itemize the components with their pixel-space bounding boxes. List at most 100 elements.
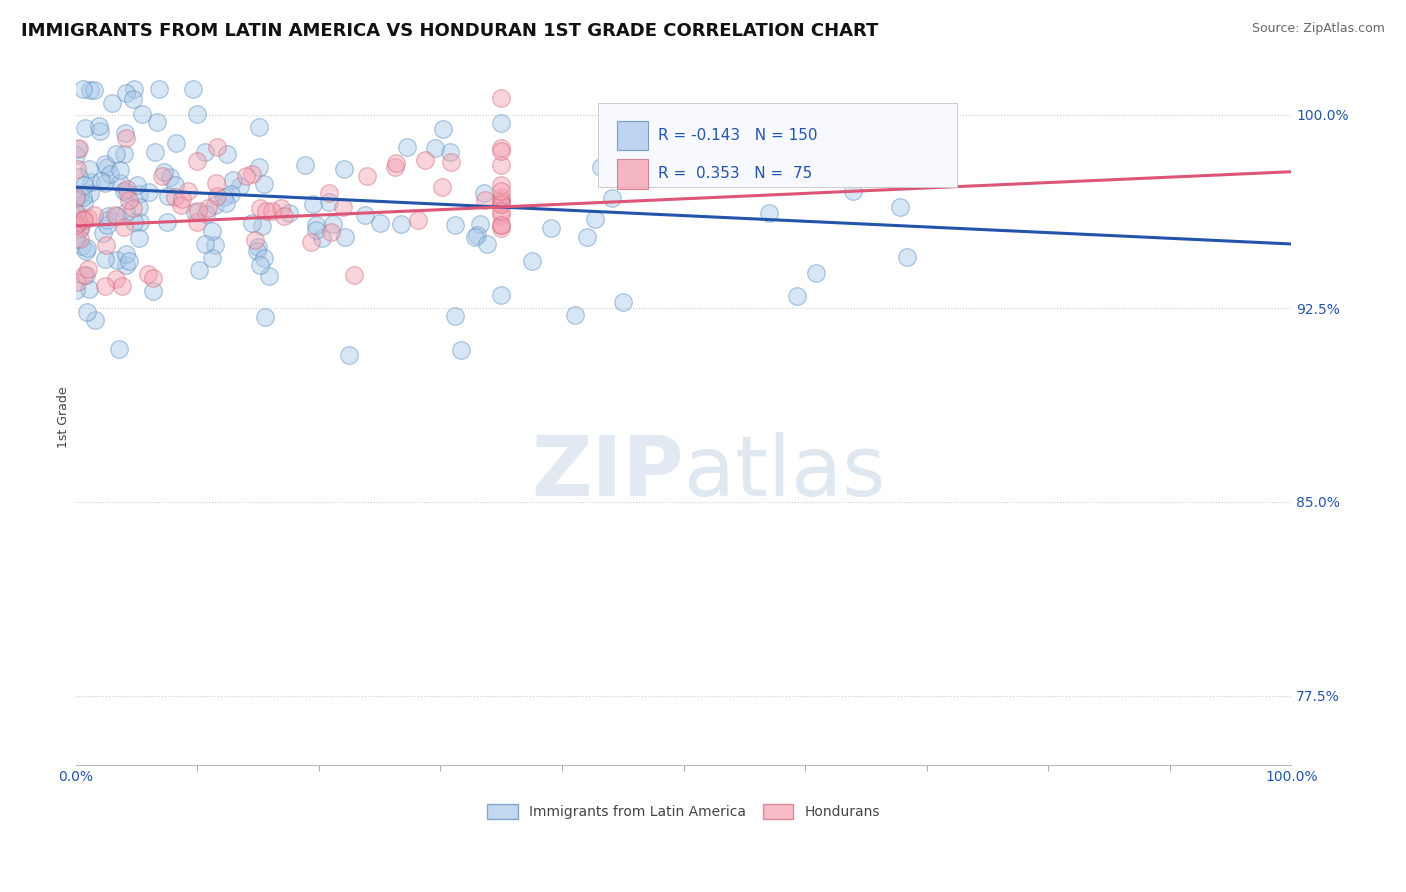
Point [66, 275, 89, 289]
Point [96, 160, 118, 174]
Point [564, 308, 586, 322]
Point [395, 140, 418, 154]
Point [65, 191, 87, 205]
Point [205, 139, 228, 153]
Point [94, 157, 117, 171]
FancyBboxPatch shape [617, 160, 648, 188]
Point [470, 217, 492, 231]
Point [69, 220, 91, 235]
Point [65, 232, 87, 246]
Point [489, 90, 512, 104]
Point [249, 258, 271, 272]
Point [105, 253, 128, 268]
Point [253, 310, 276, 325]
Point [150, 169, 173, 184]
Point [105, 209, 128, 223]
Point [319, 225, 342, 239]
Point [254, 204, 277, 219]
Point [489, 178, 512, 192]
Point [186, 215, 208, 229]
Point [165, 136, 187, 150]
Point [159, 169, 181, 184]
Point [127, 178, 149, 193]
Point [69, 222, 91, 236]
Point [143, 145, 166, 159]
Point [187, 203, 209, 218]
Point [79, 186, 101, 201]
Point [489, 220, 512, 235]
Point [67, 142, 90, 156]
Point [243, 233, 266, 247]
Point [177, 185, 200, 199]
Point [108, 163, 131, 178]
Point [83, 83, 105, 97]
Point [217, 147, 239, 161]
Point [118, 194, 141, 208]
Point [423, 141, 446, 155]
Point [104, 208, 127, 222]
Point [172, 193, 194, 207]
Point [112, 184, 135, 198]
Point [197, 201, 219, 215]
Point [246, 244, 269, 258]
Point [77, 282, 100, 296]
Point [131, 107, 153, 121]
Point [114, 259, 136, 273]
Point [129, 215, 152, 229]
Point [472, 186, 495, 200]
Point [138, 185, 160, 199]
Point [385, 155, 408, 169]
Point [65, 190, 87, 204]
Point [97, 209, 120, 223]
Point [194, 237, 217, 252]
Point [368, 216, 391, 230]
Point [83, 208, 105, 222]
Point [84, 313, 107, 327]
Y-axis label: 1st Grade: 1st Grade [58, 386, 70, 448]
Point [128, 186, 150, 201]
Point [583, 212, 606, 227]
Point [253, 252, 276, 266]
Point [72, 268, 94, 282]
Point [311, 230, 333, 244]
Point [108, 176, 131, 190]
Point [67, 141, 90, 155]
Point [122, 214, 145, 228]
Point [65, 147, 87, 161]
Point [249, 202, 271, 216]
Point [430, 180, 453, 194]
Point [540, 221, 562, 235]
Point [73, 178, 96, 192]
Point [489, 288, 512, 302]
Point [205, 189, 228, 203]
Point [247, 160, 270, 174]
Point [122, 82, 145, 96]
Point [253, 177, 276, 191]
Point [118, 253, 141, 268]
Point [489, 184, 512, 198]
Point [115, 182, 138, 196]
Point [93, 226, 115, 240]
Point [384, 160, 406, 174]
Point [322, 217, 344, 231]
Point [489, 116, 512, 130]
Point [240, 167, 263, 181]
Point [69, 187, 91, 202]
Point [235, 169, 257, 184]
Point [94, 177, 117, 191]
Point [77, 211, 100, 225]
Point [299, 235, 322, 250]
Point [67, 169, 90, 184]
Point [114, 126, 136, 140]
Point [215, 196, 238, 211]
Point [489, 219, 512, 233]
Point [94, 238, 117, 252]
Point [80, 175, 103, 189]
Point [294, 158, 316, 172]
FancyBboxPatch shape [599, 103, 957, 187]
Point [146, 115, 169, 129]
Point [489, 197, 512, 211]
Point [72, 190, 94, 204]
Point [591, 161, 613, 175]
Point [389, 217, 412, 231]
